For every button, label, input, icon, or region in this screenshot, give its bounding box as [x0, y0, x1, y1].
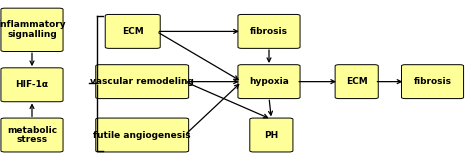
FancyBboxPatch shape	[1, 8, 63, 51]
Text: fibrosis: fibrosis	[413, 77, 452, 86]
Text: vascular remodeling: vascular remodeling	[90, 77, 194, 86]
FancyBboxPatch shape	[335, 65, 378, 99]
FancyBboxPatch shape	[238, 65, 300, 99]
Text: hypoxia: hypoxia	[249, 77, 289, 86]
FancyBboxPatch shape	[105, 14, 160, 48]
Text: HIF-1α: HIF-1α	[16, 80, 48, 89]
Text: PH: PH	[264, 130, 279, 140]
FancyBboxPatch shape	[96, 118, 189, 152]
Text: metabolic
stress: metabolic stress	[7, 126, 57, 144]
FancyBboxPatch shape	[250, 118, 293, 152]
FancyBboxPatch shape	[1, 68, 63, 102]
Text: futile angiogenesis: futile angiogenesis	[93, 130, 191, 140]
Text: inflammatory
signalling: inflammatory signalling	[0, 20, 66, 39]
FancyBboxPatch shape	[1, 118, 63, 152]
Text: ECM: ECM	[346, 77, 367, 86]
FancyBboxPatch shape	[238, 14, 300, 48]
Text: fibrosis: fibrosis	[250, 27, 288, 36]
Text: ECM: ECM	[122, 27, 144, 36]
FancyBboxPatch shape	[96, 65, 189, 99]
FancyBboxPatch shape	[401, 65, 464, 99]
